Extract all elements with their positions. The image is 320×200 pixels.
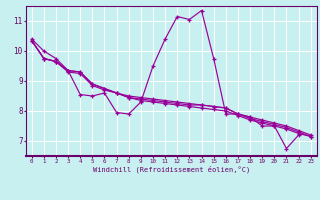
X-axis label: Windchill (Refroidissement éolien,°C): Windchill (Refroidissement éolien,°C) xyxy=(92,165,250,173)
